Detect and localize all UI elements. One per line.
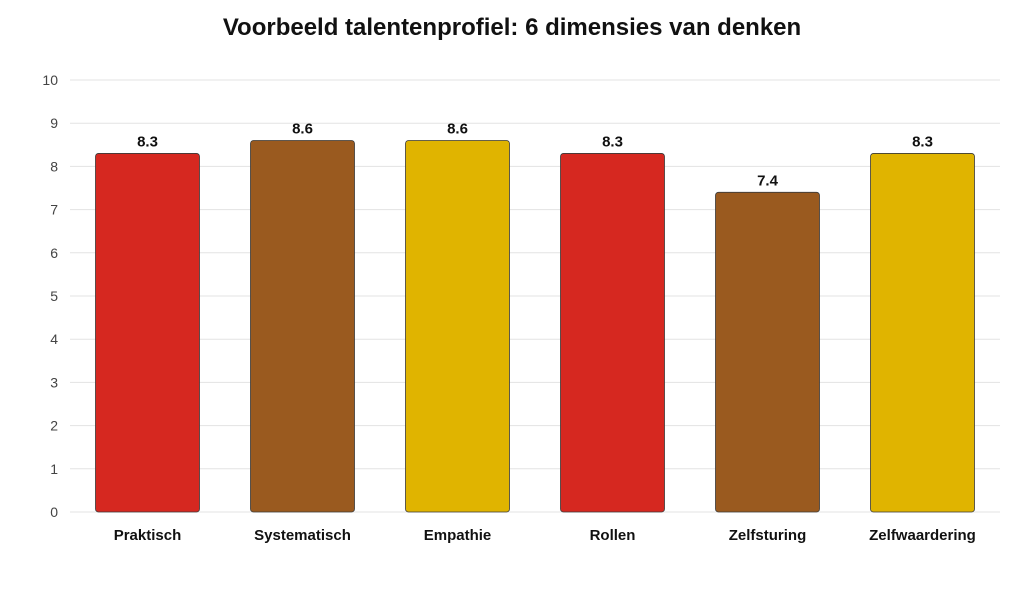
category-label: Systematisch [254, 527, 351, 544]
bar-zelfsturing [715, 191, 820, 513]
y-tick-label: 1 [50, 461, 58, 477]
category-label: Zelfwaardering [869, 527, 976, 544]
data-label: 8.3 [137, 133, 158, 150]
y-tick-label: 4 [50, 331, 58, 347]
bar-zelfwaardering [870, 153, 975, 513]
category-label: Rollen [590, 527, 636, 544]
gridlines [70, 79, 1000, 513]
category-label: Empathie [424, 527, 492, 544]
bars [95, 140, 975, 513]
bar-rollen [560, 153, 665, 513]
y-axis-ticks: 0 1 2 3 4 5 6 7 8 9 10 [42, 72, 58, 520]
y-tick-label: 2 [50, 418, 58, 434]
y-tick-label: 6 [50, 245, 58, 261]
y-tick-label: 7 [50, 202, 58, 218]
data-labels: 8.3 8.6 8.6 8.3 7.4 8.3 [137, 120, 933, 189]
x-axis-categories: Praktisch Systematisch Empathie Rollen Zelfs… [114, 527, 976, 544]
y-tick-label: 9 [50, 115, 58, 131]
data-label: 8.6 [292, 120, 313, 137]
y-tick-label: 5 [50, 288, 58, 304]
data-label: 8.3 [602, 133, 623, 150]
y-tick-label: 8 [50, 158, 58, 174]
data-label: 8.3 [912, 133, 933, 150]
y-tick-label: 3 [50, 374, 58, 390]
data-label: 7.4 [757, 172, 779, 189]
category-label: Praktisch [114, 527, 182, 544]
bar-empathie [405, 140, 510, 513]
bar-praktisch [95, 153, 200, 513]
chart-title: Voorbeeld talentenprofiel: 6 dimensies v… [222, 14, 802, 41]
bar-systematisch [250, 140, 355, 513]
data-label: 8.6 [447, 120, 468, 137]
category-label: Zelfsturing [729, 527, 807, 544]
y-tick-label: 0 [50, 504, 58, 520]
y-tick-label: 10 [42, 72, 58, 88]
